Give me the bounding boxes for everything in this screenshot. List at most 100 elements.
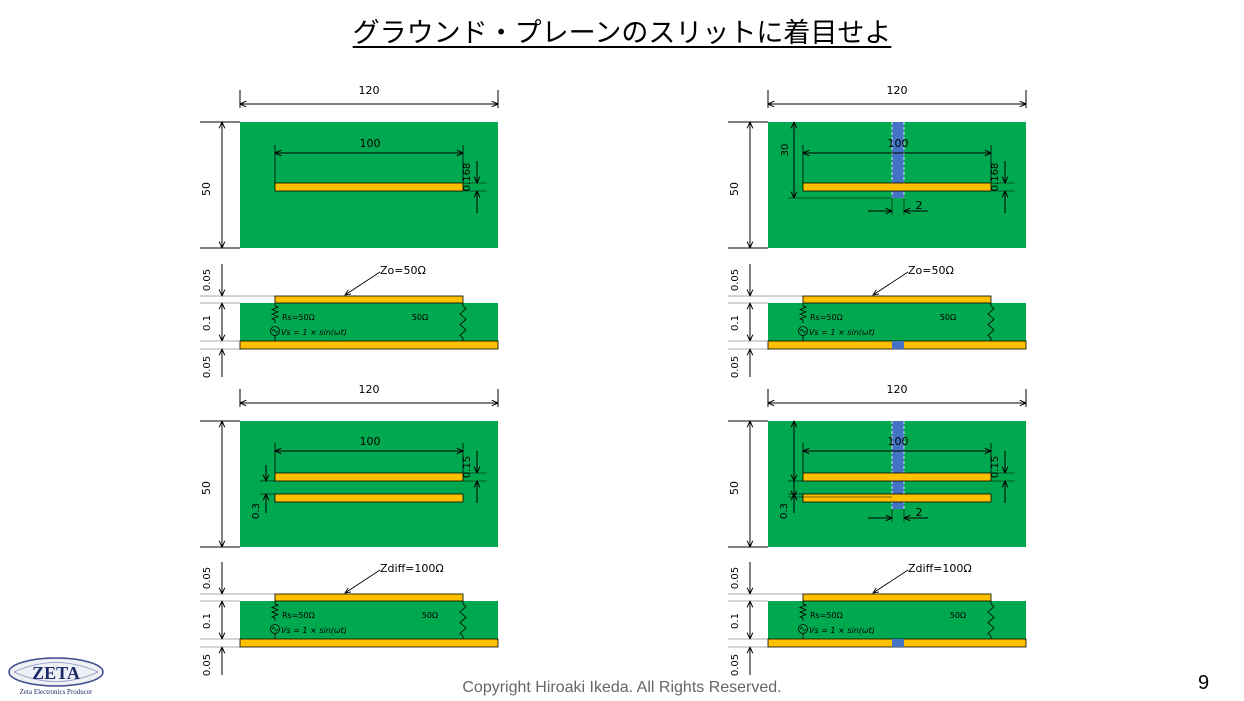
rl-label: 50Ω (422, 611, 438, 620)
layer-top-label: 0.05 (730, 269, 741, 291)
copyright-footer: Copyright Hiroaki Ikeda. All Rights Rese… (462, 679, 782, 696)
slit-width-label: 2 (916, 199, 923, 212)
top-trace (802, 295, 992, 304)
rs-label: Rs=50Ω (810, 611, 843, 620)
layer-bottom-label: 0.05 (730, 654, 741, 676)
single-top-view: 120 50 100 0.168 (200, 84, 498, 248)
signal-trace-2 (274, 493, 464, 503)
height-label: 50 (728, 481, 741, 495)
layer-top-label: 0.05 (202, 567, 213, 589)
source-label: Vs = 1 × sin(ωt) (809, 328, 875, 337)
length-label: 100 (888, 435, 909, 448)
zeta-logo: ZETA Zeta Electronics Producer (6, 655, 106, 697)
length-label: 100 (360, 435, 381, 448)
source-label: Vs = 1 × sin(ωt) (809, 626, 875, 635)
impedance-label: Zdiff=100Ω (908, 562, 972, 575)
impedance-leader (345, 271, 381, 295)
width-label: 120 (887, 84, 908, 97)
layer-bottom-label: 0.05 (202, 654, 213, 676)
source-label: Vs = 1 × sin(ωt) (281, 328, 347, 337)
layer-top-label: 0.05 (202, 269, 213, 291)
rl-label: 50Ω (412, 313, 428, 322)
signal-trace (802, 182, 992, 192)
top-trace (274, 295, 464, 304)
signal-trace (274, 472, 464, 482)
width-label: 120 (359, 383, 380, 396)
trace-width-label: 0.15 (462, 456, 473, 478)
layer-core-label: 0.1 (202, 315, 213, 331)
slit-offset-label: 30 (780, 144, 791, 157)
gap-label: 0.3 (779, 503, 790, 519)
signal-trace (802, 472, 992, 482)
sine-icon (271, 329, 279, 333)
impedance-leader (873, 271, 909, 295)
dielectric-core (240, 303, 498, 341)
trace-width-label: 0.15 (990, 456, 1001, 478)
load-resistor (987, 303, 995, 341)
sine-icon (799, 627, 807, 631)
page-title-text: グラウンド・プレーンのスリットに着目せよ (352, 18, 892, 49)
rs-label: Rs=50Ω (282, 313, 315, 322)
width-label: 120 (887, 383, 908, 396)
impedance-leader (345, 569, 381, 593)
ground-layer (239, 638, 499, 648)
layer-top-label: 0.05 (730, 567, 741, 589)
rs-label: Rs=50Ω (810, 313, 843, 322)
layer-core-label: 0.1 (730, 315, 741, 331)
ground-slit-section (892, 639, 904, 647)
diff-cross-section: 0.05 0.1 0.05 Zdiff=100Ω Rs=50Ω Vs = 1 × sin(… (200, 562, 499, 676)
signal-trace (274, 182, 464, 192)
rl-label: 50Ω (950, 611, 966, 620)
load-resistor (459, 303, 467, 341)
height-label: 50 (728, 182, 741, 196)
logo-tagline: Zeta Electronics Producer (20, 688, 93, 696)
sine-icon (271, 627, 279, 631)
impedance-leader (873, 569, 909, 593)
dielectric-core (240, 601, 498, 639)
diff-top-view: 120 50 100 0.15 0.3 2 (728, 383, 1026, 547)
sine-icon (799, 329, 807, 333)
impedance-label: Zo=50Ω (380, 264, 426, 277)
single-top-view: 120 50 100 0.168 30 2 (728, 84, 1026, 248)
load-resistor (459, 601, 467, 639)
ground-slit (892, 421, 904, 509)
layer-core-label: 0.1 (730, 613, 741, 629)
height-label: 50 (200, 481, 213, 495)
source-resistor (270, 601, 280, 621)
ground-slit-section (892, 341, 904, 349)
trace-width-label: 0.168 (462, 163, 473, 192)
rl-label: 50Ω (940, 313, 956, 322)
diff-cross-section: 0.05 0.1 0.05 Zdiff=100Ω Rs=50Ω Vs = 1 × sin(… (728, 562, 1027, 676)
layer-bottom-label: 0.05 (202, 356, 213, 378)
impedance-label: Zdiff=100Ω (380, 562, 444, 575)
diff-top-view: 120 50 100 0.15 0.3 (200, 383, 498, 547)
impedance-label: Zo=50Ω (908, 264, 954, 277)
dielectric-core (768, 601, 1026, 639)
source-resistor (798, 303, 808, 323)
layer-core-label: 0.1 (202, 613, 213, 629)
page-title: グラウンド・プレーンのスリットに着目せよ (0, 14, 1244, 54)
ground-layer (239, 340, 499, 350)
gap-label: 0.3 (251, 503, 262, 519)
trace-width-label: 0.168 (990, 163, 1001, 192)
width-label: 120 (359, 84, 380, 97)
load-resistor (987, 601, 995, 639)
ground-slit (892, 122, 904, 198)
top-trace (802, 593, 992, 602)
top-trace (274, 593, 464, 602)
single-cross-section: 0.05 0.1 0.05 Zo=50Ω Rs=50Ω Vs = 1 × sin(ωt) 5… (200, 264, 499, 378)
page-number: 9 (1198, 672, 1210, 694)
length-label: 100 (888, 137, 909, 150)
slit-width-label: 2 (916, 506, 923, 519)
rs-label: Rs=50Ω (282, 611, 315, 620)
logo-wordmark: ZETA (32, 663, 80, 683)
length-label: 100 (360, 137, 381, 150)
layer-bottom-label: 0.05 (730, 356, 741, 378)
ground-plane (240, 421, 498, 547)
dielectric-core (768, 303, 1026, 341)
height-label: 50 (200, 182, 213, 196)
source-resistor (798, 601, 808, 621)
signal-trace-2 (802, 493, 992, 503)
source-resistor (270, 303, 280, 323)
